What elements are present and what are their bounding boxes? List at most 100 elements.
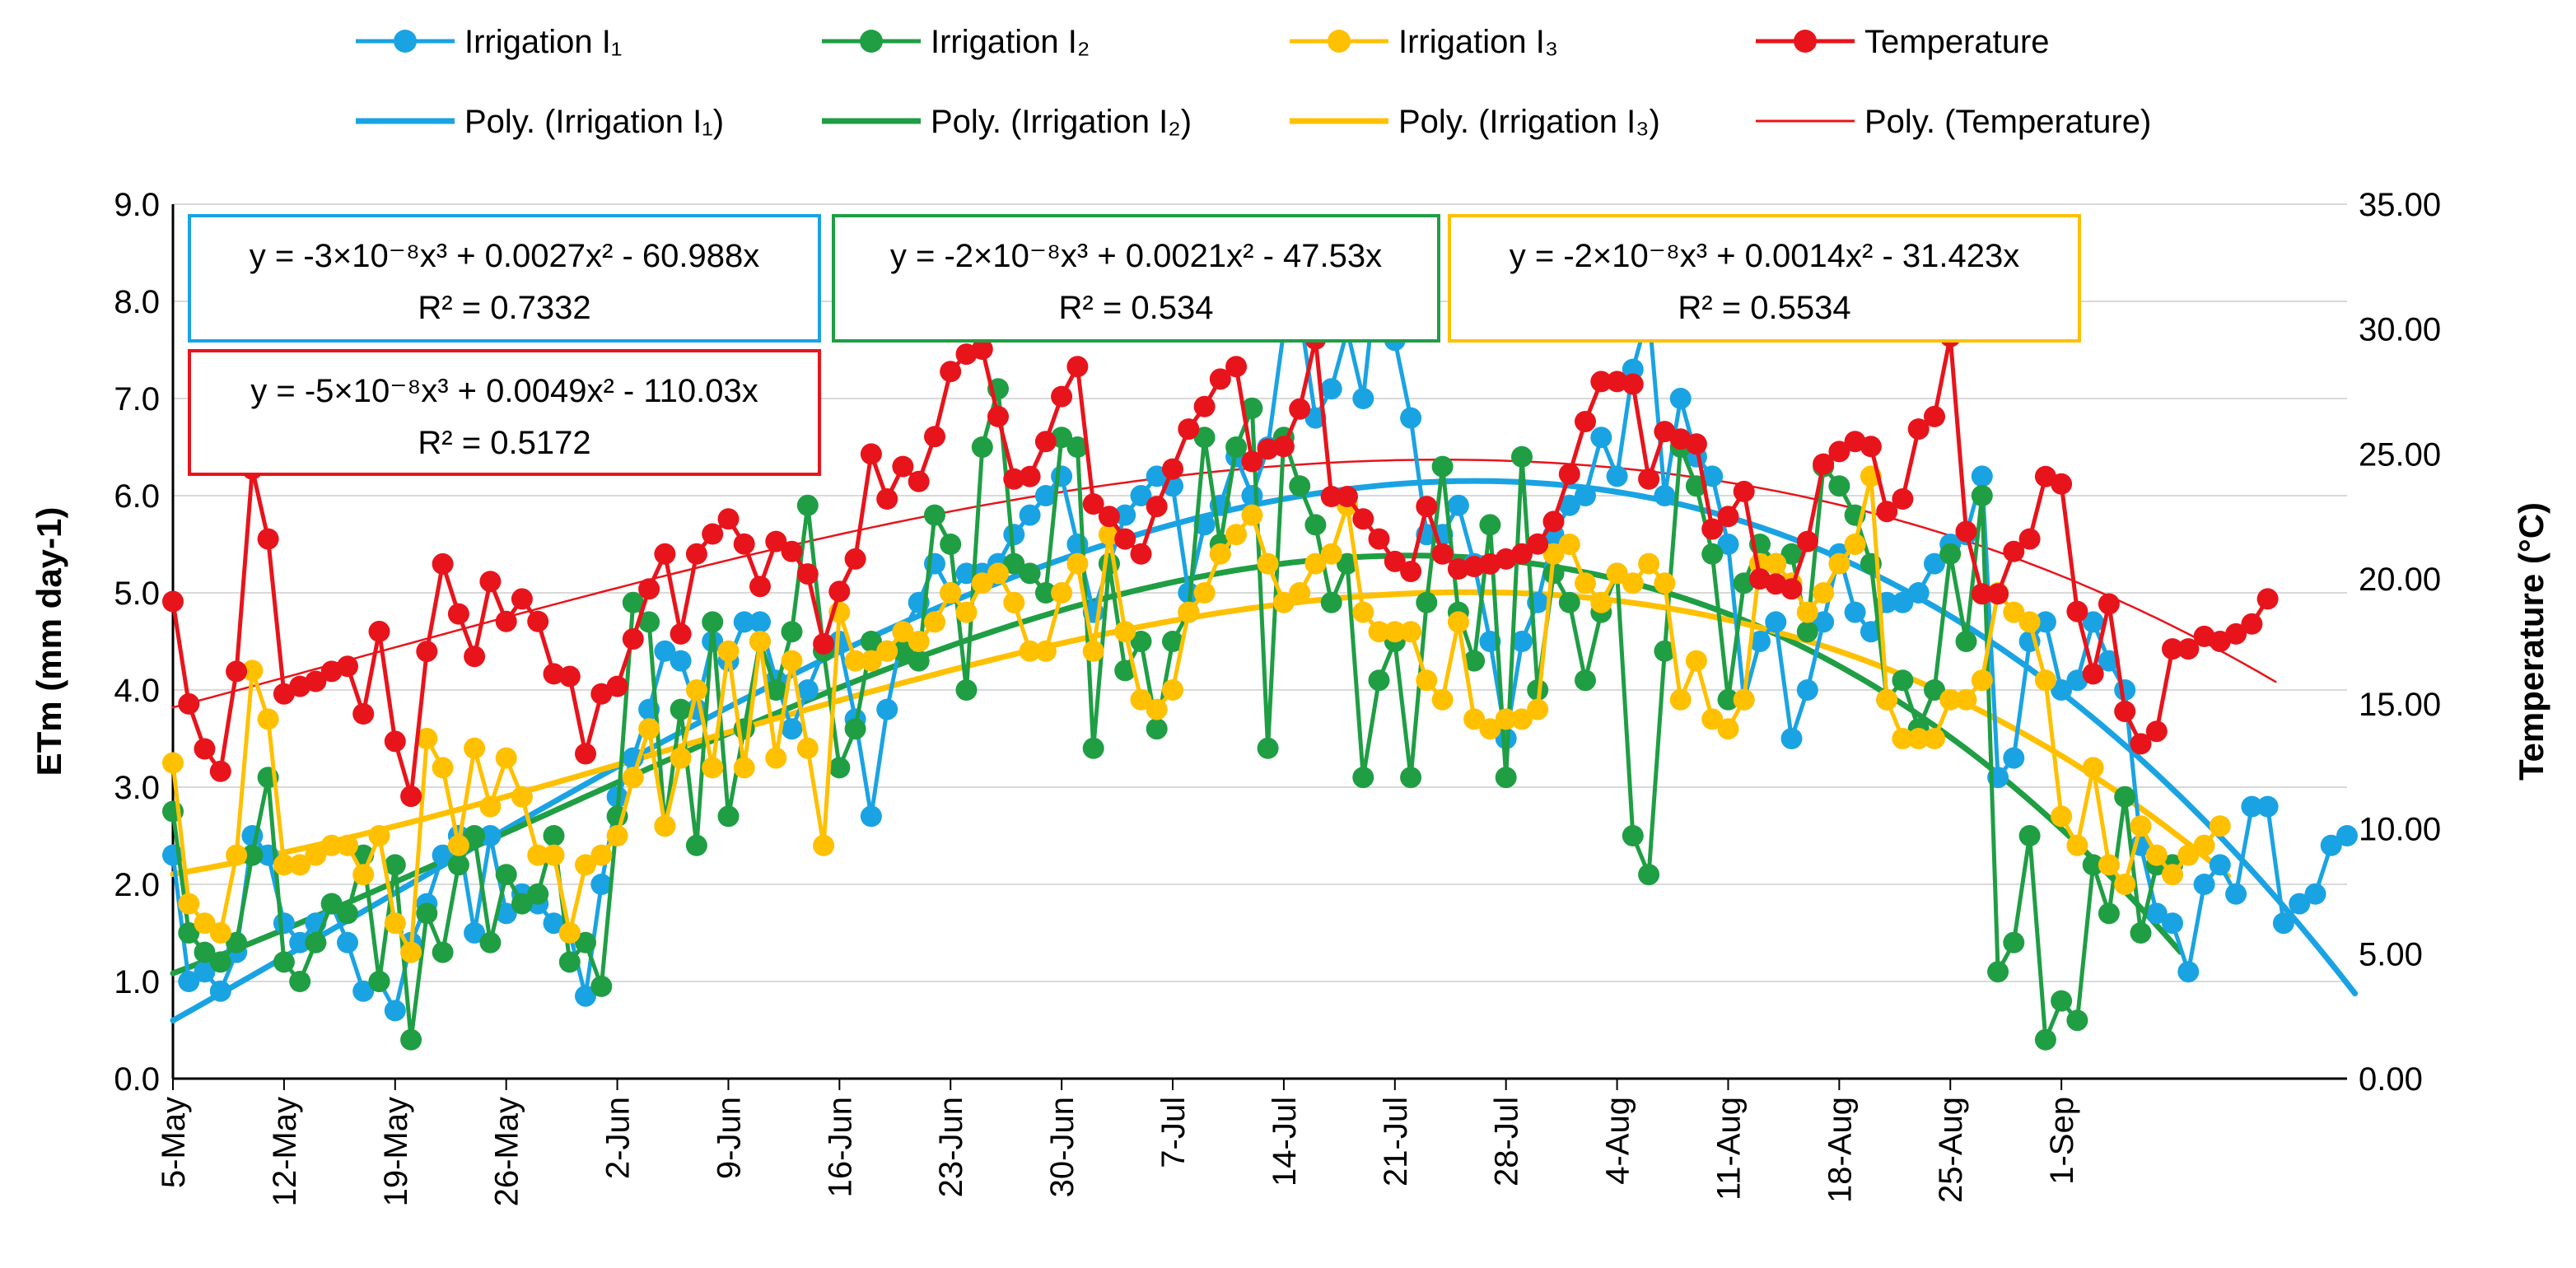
data-point-I2: [384, 854, 406, 876]
data-point-I1: [1193, 514, 1216, 536]
data-point-I2: [844, 718, 866, 740]
data-point-T: [209, 760, 231, 782]
data-point-I2: [226, 931, 248, 953]
data-point-I1: [1622, 358, 1644, 380]
data-point-I2: [479, 931, 502, 953]
x-tick-label: 2-Jun: [600, 1097, 637, 1179]
data-point-I2: [368, 971, 390, 992]
data-point-T: [1638, 468, 1660, 490]
data-point-T: [908, 470, 930, 492]
data-point-I1: [796, 679, 819, 701]
data-point-I1: [543, 912, 565, 935]
data-point-I3: [1114, 621, 1136, 643]
data-point-I3: [955, 601, 978, 623]
data-point-T: [2209, 631, 2231, 652]
data-point-I2: [924, 504, 945, 526]
data-point-I2: [495, 864, 517, 886]
data-point-I3: [432, 757, 454, 779]
data-point-I2: [670, 698, 692, 720]
data-point-T: [1098, 506, 1120, 528]
data-point-I1: [1511, 631, 1533, 652]
data-point-I1: [1765, 611, 1787, 633]
data-point-I2: [1971, 485, 1993, 506]
data-point-I1: [1051, 465, 1073, 487]
data-point-I2: [1034, 582, 1057, 604]
y-left-tick-label: 0.0: [114, 1061, 160, 1098]
data-point-T: [1717, 506, 1739, 528]
legend-swatch-marker-irr3: [1328, 30, 1351, 53]
data-point-I3: [178, 893, 200, 915]
data-point-I3: [1400, 621, 1422, 643]
data-point-I1: [781, 718, 803, 740]
data-point-I2: [1431, 455, 1454, 478]
legend-label-irr3: Irrigation I₃: [1398, 24, 1558, 60]
x-tick-label: 25-Aug: [1933, 1097, 1969, 1203]
data-point-T: [844, 548, 866, 570]
data-point-I3: [1765, 552, 1787, 575]
x-tick-label: 19-May: [378, 1097, 414, 1206]
data-point-I3: [2130, 815, 2152, 837]
data-point-I1: [876, 698, 898, 720]
data-point-I2: [1225, 436, 1248, 458]
data-point-T: [194, 738, 216, 760]
data-point-I3: [416, 728, 438, 749]
data-point-I3: [1575, 572, 1596, 594]
data-point-I3: [1701, 708, 1724, 730]
legend-swatch-marker-irr1: [394, 30, 417, 53]
data-point-I3: [337, 834, 358, 856]
data-point-I2: [955, 679, 978, 701]
data-point-I3: [590, 844, 613, 866]
axes: 0.0 1.0 2.0 3.0 4.0 5.0 6.0 7.0 8.0 9.0 0.00 5.00 10…: [114, 187, 2441, 1206]
data-point-T: [860, 443, 882, 465]
data-point-T: [2177, 638, 2200, 660]
data-point-T: [638, 578, 660, 600]
data-point-I2: [717, 805, 740, 827]
data-point-I2: [860, 631, 882, 652]
data-point-I2: [432, 941, 454, 963]
data-point-I3: [575, 854, 596, 876]
data-point-I3: [2066, 834, 2088, 856]
data-point-T: [1320, 486, 1342, 507]
data-point-T: [2082, 663, 2104, 685]
data-point-I1: [2241, 795, 2263, 818]
data-point-T: [1034, 431, 1057, 453]
data-point-I3: [1669, 688, 1692, 711]
data-point-I3: [1130, 688, 1152, 711]
data-point-I1: [2003, 747, 2025, 769]
y-right-tick-label: 20.00: [2359, 562, 2441, 598]
data-point-T: [1876, 501, 1898, 523]
data-point-I2: [1368, 669, 1390, 692]
trendline-I2: [170, 552, 2184, 977]
data-point-I3: [352, 864, 375, 886]
data-point-I1: [1575, 485, 1596, 506]
data-point-T: [464, 646, 486, 668]
data-point-I2: [1416, 591, 1438, 613]
data-point-I1: [2098, 650, 2120, 672]
data-point-I2: [2018, 825, 2041, 846]
data-point-I3: [876, 640, 898, 662]
data-point-T: [1162, 458, 1183, 480]
data-point-T: [1860, 436, 1882, 458]
x-tick-label: 4-Aug: [1600, 1097, 1636, 1185]
data-point-I2: [796, 494, 819, 516]
data-point-I1: [495, 902, 517, 925]
data-point-T: [400, 786, 422, 808]
data-point-I3: [1431, 688, 1454, 711]
data-point-T: [2018, 528, 2041, 550]
x-tick-label: 18-Aug: [1822, 1097, 1858, 1203]
y-right-tick-label: 35.00: [2359, 187, 2441, 223]
legend-label-irr1: Irrigation I₁: [464, 24, 622, 60]
data-point-I2: [828, 757, 851, 779]
data-point-I3: [384, 912, 406, 935]
data-point-I3: [194, 912, 216, 935]
data-point-T: [1511, 543, 1533, 565]
data-point-T: [1241, 450, 1263, 473]
data-point-I3: [1813, 582, 1835, 604]
data-point-I2: [1575, 669, 1596, 692]
data-point-I2: [590, 975, 613, 997]
data-point-I2: [1257, 737, 1279, 759]
data-point-I3: [320, 834, 343, 856]
data-point-I1: [1400, 407, 1422, 429]
data-point-I2: [1082, 737, 1104, 759]
data-point-I2: [511, 893, 533, 915]
